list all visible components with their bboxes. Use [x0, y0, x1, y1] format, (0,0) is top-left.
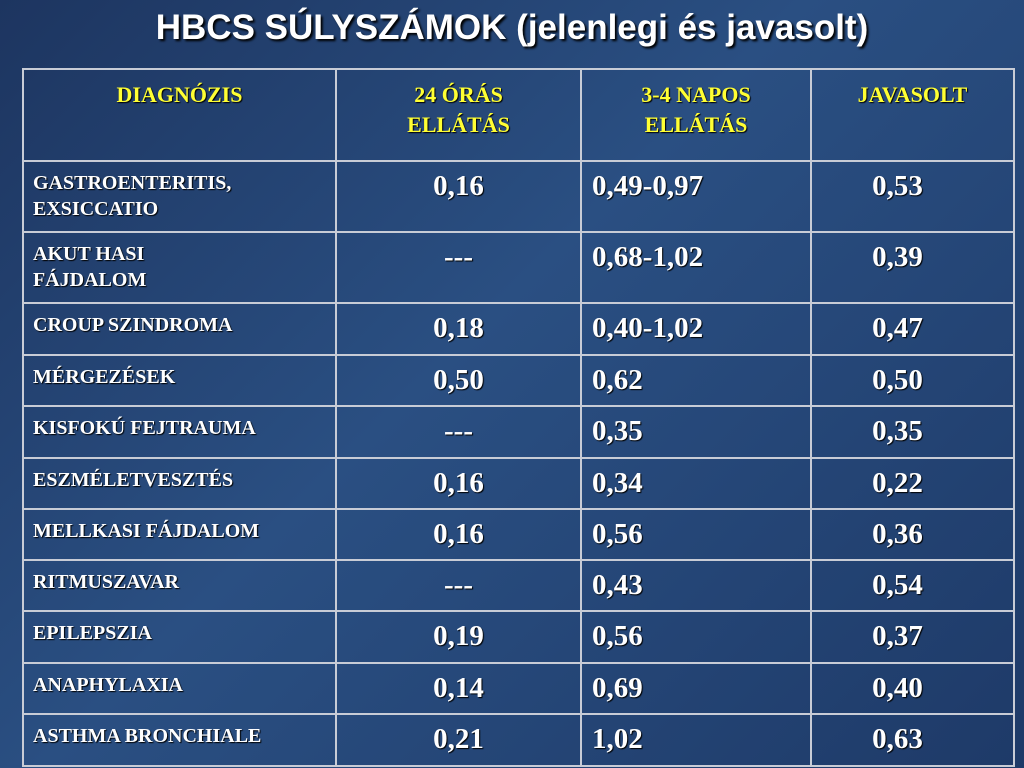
diagnosis-cell: ESZMÉLETVESZTÉS	[22, 457, 337, 510]
table-row: ASTHMA BRONCHIALE 0,21 1,02 0,63	[22, 713, 1015, 767]
weights-table: DIAGNÓZIS 24 ÓRÁS ELLÁTÁS 3-4 NAPOS ELLÁTÁ…	[22, 68, 1015, 767]
table-row: EPILEPSZIA 0,19 0,56 0,37	[22, 610, 1015, 664]
value-cell: 0,37	[810, 610, 1015, 664]
diagnosis-cell: GASTROENTERITIS, EXSICCATIO	[22, 160, 337, 233]
value-cell: 0,47	[810, 302, 1015, 356]
value-cell: 0,69	[580, 662, 812, 715]
value-cell: 0,54	[810, 559, 1015, 612]
table-row: ANAPHYLAXIA 0,14 0,69 0,40	[22, 662, 1015, 715]
diagnosis-cell: MÉRGEZÉSEK	[22, 354, 337, 407]
value-cell: 0,50	[335, 354, 582, 407]
table-row: CROUP SZINDROMA 0,18 0,40-1,02 0,47	[22, 302, 1015, 356]
header-cell: DIAGNÓZIS	[22, 68, 337, 162]
value-cell: ---	[335, 231, 582, 304]
value-cell: 0,68-1,02	[580, 231, 812, 304]
value-cell: 0,50	[810, 354, 1015, 407]
value-cell: 1,02	[580, 713, 812, 767]
value-cell: 0,35	[810, 405, 1015, 459]
value-cell: 0,36	[810, 508, 1015, 561]
value-cell: 0,53	[810, 160, 1015, 233]
value-cell: 0,14	[335, 662, 582, 715]
value-cell: 0,19	[335, 610, 582, 664]
header-cell: 24 ÓRÁS ELLÁTÁS	[335, 68, 582, 162]
table-row: AKUT HASI FÁJDALOM --- 0,68-1,02 0,39	[22, 231, 1015, 304]
value-cell: 0,21	[335, 713, 582, 767]
value-cell: 0,16	[335, 160, 582, 233]
value-cell: 0,43	[580, 559, 812, 612]
header-cell: JAVASOLT	[810, 68, 1015, 162]
table-row: RITMUSZAVAR --- 0,43 0,54	[22, 559, 1015, 612]
value-cell: ---	[335, 405, 582, 459]
table-row: KISFOKÚ FEJTRAUMA --- 0,35 0,35	[22, 405, 1015, 459]
value-cell: ---	[335, 559, 582, 612]
value-cell: 0,40-1,02	[580, 302, 812, 356]
diagnosis-cell: CROUP SZINDROMA	[22, 302, 337, 356]
table-row: GASTROENTERITIS, EXSICCATIO 0,16 0,49-0,97…	[22, 160, 1015, 233]
slide-title: HBCS SÚLYSZÁMOK (jelenlegi és javasolt)	[155, 8, 869, 47]
diagnosis-cell: ASTHMA BRONCHIALE	[22, 713, 337, 767]
diagnosis-cell: KISFOKÚ FEJTRAUMA	[22, 405, 337, 459]
table-row: MÉRGEZÉSEK 0,50 0,62 0,50	[22, 354, 1015, 407]
header-row: DIAGNÓZIS 24 ÓRÁS ELLÁTÁS 3-4 NAPOS ELLÁTÁ…	[22, 68, 1015, 162]
value-cell: 0,22	[810, 457, 1015, 510]
header-cell: 3-4 NAPOS ELLÁTÁS	[580, 68, 812, 162]
diagnosis-cell: MELLKASI FÁJDALOM	[22, 508, 337, 561]
value-cell: 0,35	[580, 405, 812, 459]
value-cell: 0,18	[335, 302, 582, 356]
diagnosis-cell: EPILEPSZIA	[22, 610, 337, 664]
value-cell: 0,39	[810, 231, 1015, 304]
value-cell: 0,56	[580, 508, 812, 561]
table-row: MELLKASI FÁJDALOM 0,16 0,56 0,36	[22, 508, 1015, 561]
diagnosis-cell: RITMUSZAVAR	[22, 559, 337, 612]
value-cell: 0,34	[580, 457, 812, 510]
value-cell: 0,16	[335, 508, 582, 561]
value-cell: 0,16	[335, 457, 582, 510]
value-cell: 0,56	[580, 610, 812, 664]
diagnosis-cell: AKUT HASI FÁJDALOM	[22, 231, 337, 304]
diagnosis-cell: ANAPHYLAXIA	[22, 662, 337, 715]
value-cell: 0,63	[810, 713, 1015, 767]
table-row: ESZMÉLETVESZTÉS 0,16 0,34 0,22	[22, 457, 1015, 510]
value-cell: 0,40	[810, 662, 1015, 715]
value-cell: 0,49-0,97	[580, 160, 812, 233]
value-cell: 0,62	[580, 354, 812, 407]
